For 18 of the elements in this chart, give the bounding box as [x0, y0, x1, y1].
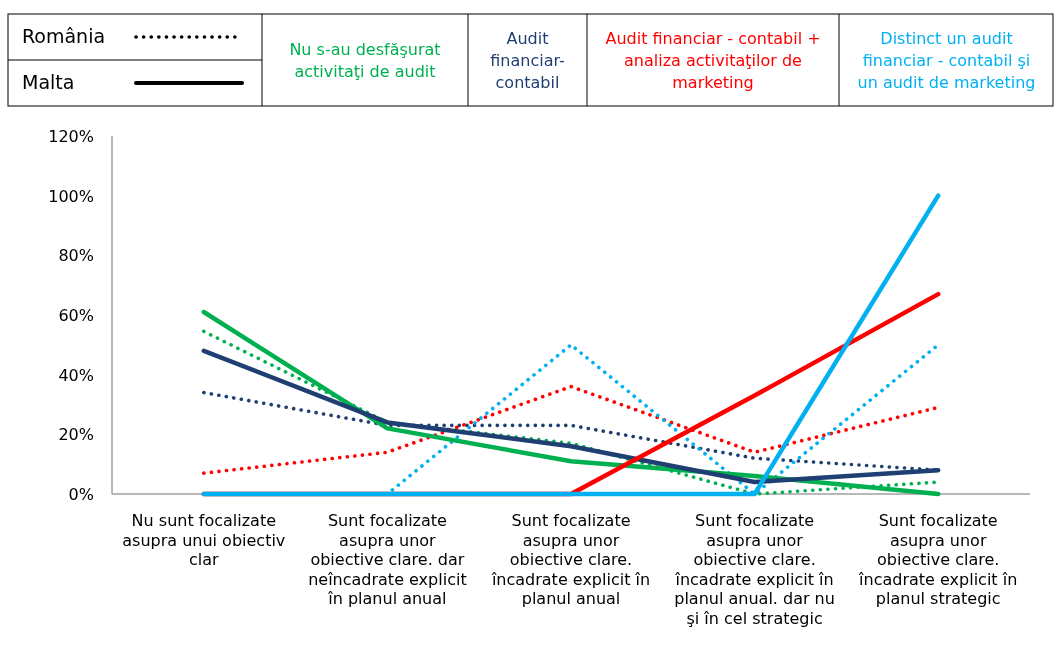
- y-tick-label: 100%: [48, 186, 94, 206]
- text: Distinct un audit financiar - contabil şi un audit de marketing: [857, 29, 1036, 92]
- text: Malta: [22, 71, 75, 93]
- y-tick-label: 40%: [58, 365, 94, 385]
- y-tick-label: 0%: [68, 485, 94, 504]
- y-tick-label: 60%: [58, 306, 94, 325]
- x-tick-label: Nu sunt focalizate asupra unui obiectiv clar: [122, 511, 286, 569]
- x-tick-label: Sunt focalizate asupra unor obiective clare. încadrate explicit în planul anual: [490, 511, 651, 608]
- text: Audit financiar-contabil: [490, 29, 565, 92]
- x-tick-label: Sunt focalizate asupra unor obiective clare. încadrate explicit în planul strategic: [858, 511, 1018, 608]
- y-tick-label: 20%: [58, 425, 94, 445]
- text: Nu s-au desfăşurat activitaţi de audit: [289, 40, 441, 81]
- y-tick-label: 80%: [58, 246, 94, 266]
- x-tick-label: Sunt focalizate asupra unor obiective clare. încadrate explicit în planul anual. dar nu şi în cel strategic: [674, 511, 835, 628]
- x-tick-label: Sunt focalizate asupra unor obiective clare. dar neîncadrate explicit în planul anual: [308, 511, 467, 608]
- text: Audit financiar - contabil + analiza activitaţilor de marketing: [605, 29, 821, 92]
- text: România: [22, 25, 106, 47]
- y-tick-label: 120%: [48, 127, 94, 146]
